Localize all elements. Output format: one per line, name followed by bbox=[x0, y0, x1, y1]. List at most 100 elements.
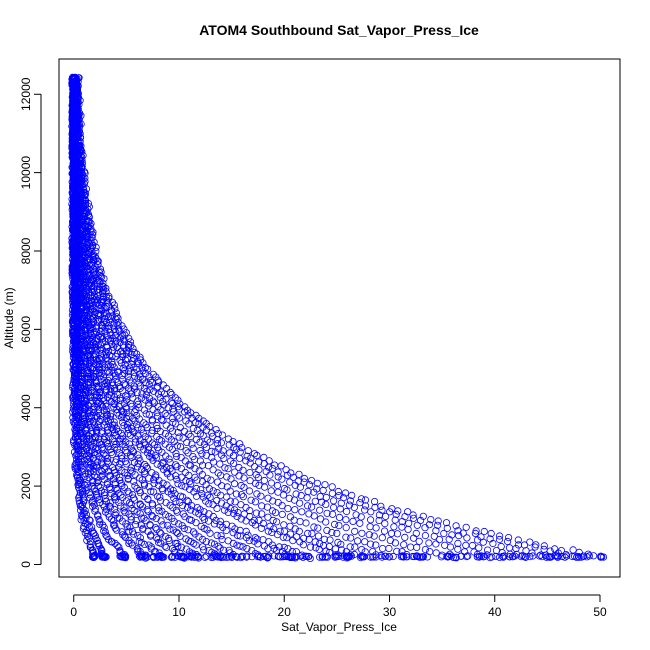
data-point bbox=[141, 460, 149, 469]
data-point bbox=[273, 481, 282, 490]
data-point bbox=[100, 275, 108, 283]
data-point bbox=[152, 471, 160, 479]
data-point bbox=[589, 552, 598, 560]
data-point bbox=[236, 526, 244, 535]
data-point bbox=[100, 421, 109, 429]
data-point bbox=[133, 350, 141, 358]
data-point bbox=[286, 478, 294, 486]
data-point bbox=[105, 433, 113, 441]
data-point bbox=[495, 535, 504, 544]
data-point bbox=[351, 527, 359, 536]
data-point bbox=[233, 541, 241, 549]
data-point bbox=[532, 541, 540, 549]
data-point bbox=[110, 319, 118, 327]
data-point bbox=[123, 409, 131, 417]
data-point bbox=[454, 545, 462, 553]
data-point bbox=[182, 535, 190, 543]
data-point bbox=[120, 552, 128, 560]
data-point bbox=[159, 479, 167, 487]
data-point bbox=[183, 438, 191, 447]
data-point bbox=[177, 453, 185, 462]
data-point bbox=[270, 461, 279, 469]
data-point bbox=[350, 503, 358, 511]
data-point bbox=[345, 501, 353, 509]
data-point bbox=[209, 487, 217, 495]
data-point bbox=[224, 508, 232, 517]
data-point bbox=[276, 527, 284, 535]
data-point bbox=[110, 421, 119, 429]
data-point bbox=[209, 466, 217, 474]
data-point bbox=[135, 454, 143, 462]
data-point bbox=[136, 534, 144, 542]
data-point bbox=[209, 432, 217, 440]
data-point bbox=[462, 523, 470, 531]
data-point bbox=[260, 453, 268, 461]
data-point bbox=[169, 414, 177, 422]
data-point bbox=[551, 545, 559, 553]
data-point bbox=[131, 482, 139, 490]
data-point bbox=[202, 537, 210, 546]
data-point bbox=[101, 552, 109, 561]
data-point bbox=[286, 530, 294, 538]
data-point bbox=[314, 524, 322, 532]
data-point bbox=[212, 425, 220, 434]
data-point bbox=[372, 524, 380, 532]
data-point bbox=[132, 520, 140, 529]
data-point bbox=[382, 552, 390, 560]
data-point bbox=[159, 417, 167, 425]
data-point bbox=[114, 314, 122, 322]
data-point bbox=[150, 488, 158, 496]
data-point bbox=[85, 213, 93, 221]
data-point bbox=[237, 481, 245, 490]
data-point bbox=[325, 542, 333, 551]
x-tick-label: 50 bbox=[593, 605, 607, 619]
data-point bbox=[328, 510, 337, 518]
data-point bbox=[77, 120, 85, 128]
data-point bbox=[399, 553, 408, 561]
data-point bbox=[558, 552, 566, 561]
data-point bbox=[238, 443, 246, 452]
data-point bbox=[179, 434, 187, 442]
data-point bbox=[130, 385, 138, 393]
data-point bbox=[489, 539, 497, 548]
data-point bbox=[163, 463, 171, 472]
data-point bbox=[142, 391, 151, 399]
data-point bbox=[312, 544, 320, 552]
data-point bbox=[157, 462, 165, 470]
data-point bbox=[472, 527, 480, 535]
data-point bbox=[353, 537, 362, 545]
data-point bbox=[224, 537, 232, 545]
data-point bbox=[217, 491, 225, 499]
data-point bbox=[82, 514, 90, 522]
data-point bbox=[90, 318, 98, 326]
data-point bbox=[111, 332, 120, 340]
data-point bbox=[405, 519, 413, 527]
data-point bbox=[97, 302, 106, 310]
data-point bbox=[409, 514, 418, 522]
data-point bbox=[220, 546, 228, 554]
data-point bbox=[168, 467, 176, 475]
y-tick-label: 4000 bbox=[19, 394, 33, 421]
data-point bbox=[194, 552, 202, 560]
data-point bbox=[118, 455, 126, 463]
data-point bbox=[306, 554, 314, 563]
data-point bbox=[470, 548, 478, 556]
data-point bbox=[79, 465, 87, 473]
data-point bbox=[118, 322, 126, 330]
data-point bbox=[92, 247, 100, 255]
data-point bbox=[214, 469, 222, 477]
data-point bbox=[298, 508, 306, 516]
data-point bbox=[127, 341, 135, 350]
data-point bbox=[503, 537, 512, 546]
data-point bbox=[334, 487, 342, 496]
data-point bbox=[307, 476, 316, 485]
data-point bbox=[183, 503, 192, 512]
data-point bbox=[192, 484, 201, 493]
data-point bbox=[155, 481, 163, 489]
data-point bbox=[341, 489, 350, 497]
data-point bbox=[174, 480, 182, 488]
data-point bbox=[188, 501, 196, 510]
data-point bbox=[178, 481, 186, 490]
data-point bbox=[346, 497, 354, 505]
data-point bbox=[212, 516, 220, 525]
